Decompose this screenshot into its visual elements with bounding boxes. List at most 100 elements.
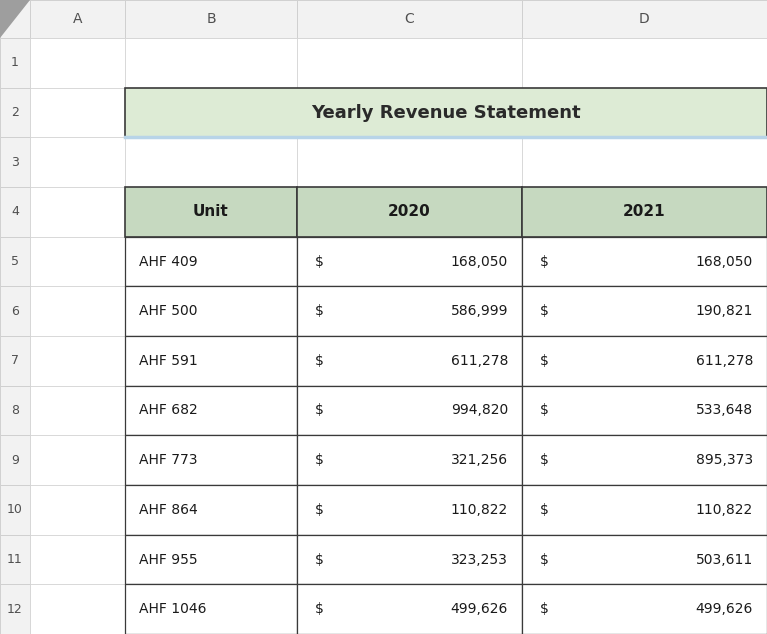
Text: $: $: [540, 602, 549, 616]
Bar: [297, 385, 522, 436]
Bar: [125, 0, 297, 38]
Text: $: $: [315, 354, 324, 368]
Bar: [125, 485, 297, 534]
Text: $: $: [540, 453, 549, 467]
Text: 994,820: 994,820: [451, 403, 508, 418]
Bar: [297, 336, 522, 385]
Bar: [297, 87, 522, 138]
Bar: [297, 485, 522, 534]
Bar: [297, 287, 522, 336]
Bar: [125, 138, 297, 187]
Text: $: $: [540, 403, 549, 418]
Bar: [125, 236, 297, 287]
Bar: [522, 534, 767, 585]
Text: 11: 11: [7, 553, 23, 566]
Bar: [522, 38, 767, 87]
Text: 2020: 2020: [388, 204, 431, 219]
Bar: [30, 336, 125, 385]
Bar: [522, 436, 767, 485]
Text: 6: 6: [11, 305, 19, 318]
Bar: [522, 485, 767, 534]
Bar: [0, 0, 30, 38]
Bar: [297, 187, 522, 236]
Bar: [0, 38, 30, 87]
Text: 168,050: 168,050: [451, 254, 508, 269]
Bar: [30, 0, 125, 38]
Bar: [522, 187, 767, 236]
Text: $: $: [315, 254, 324, 269]
Text: AHF 864: AHF 864: [139, 503, 198, 517]
Text: 611,278: 611,278: [696, 354, 753, 368]
Bar: [125, 385, 297, 436]
Bar: [0, 436, 30, 485]
Bar: [30, 187, 125, 236]
Text: $: $: [315, 453, 324, 467]
Bar: [30, 138, 125, 187]
Text: AHF 773: AHF 773: [139, 453, 197, 467]
Bar: [522, 534, 767, 585]
Text: 110,822: 110,822: [696, 503, 753, 517]
Bar: [522, 0, 767, 38]
Bar: [30, 385, 125, 436]
Text: 503,611: 503,611: [696, 552, 753, 567]
Bar: [125, 436, 297, 485]
Text: $: $: [315, 304, 324, 318]
Bar: [30, 87, 125, 138]
Bar: [30, 534, 125, 585]
Bar: [0, 585, 30, 634]
Text: 321,256: 321,256: [451, 453, 508, 467]
Bar: [522, 236, 767, 287]
Text: $: $: [315, 503, 324, 517]
Text: A: A: [73, 12, 82, 26]
Bar: [0, 385, 30, 436]
Bar: [0, 485, 30, 534]
Text: $: $: [540, 354, 549, 368]
Bar: [125, 87, 297, 138]
Bar: [522, 187, 767, 236]
Text: AHF 1046: AHF 1046: [139, 602, 206, 616]
Bar: [522, 287, 767, 336]
Text: D: D: [639, 12, 650, 26]
Text: $: $: [540, 304, 549, 318]
Text: AHF 955: AHF 955: [139, 552, 198, 567]
Text: 168,050: 168,050: [696, 254, 753, 269]
Bar: [0, 336, 30, 385]
Bar: [522, 585, 767, 634]
Bar: [125, 287, 297, 336]
Text: 110,822: 110,822: [451, 503, 508, 517]
Text: 895,373: 895,373: [696, 453, 753, 467]
Bar: [125, 38, 297, 87]
Bar: [522, 138, 767, 187]
Text: $: $: [315, 602, 324, 616]
Text: 5: 5: [11, 255, 19, 268]
Text: AHF 682: AHF 682: [139, 403, 198, 418]
Bar: [0, 534, 30, 585]
Text: 499,626: 499,626: [451, 602, 508, 616]
Bar: [522, 287, 767, 336]
Text: $: $: [315, 403, 324, 418]
Bar: [522, 385, 767, 436]
Bar: [297, 585, 522, 634]
Bar: [297, 0, 522, 38]
Bar: [125, 287, 297, 336]
Text: 2: 2: [11, 106, 19, 119]
Text: 2021: 2021: [623, 204, 666, 219]
Bar: [297, 236, 522, 287]
Text: 4: 4: [11, 205, 19, 218]
Text: 9: 9: [11, 454, 19, 467]
Bar: [297, 336, 522, 385]
Bar: [125, 485, 297, 534]
Bar: [125, 87, 767, 138]
Bar: [297, 436, 522, 485]
Bar: [0, 87, 30, 138]
Text: $: $: [540, 503, 549, 517]
Bar: [297, 187, 522, 236]
Text: 323,253: 323,253: [451, 552, 508, 567]
Bar: [125, 585, 297, 634]
Text: Yearly Revenue Statement: Yearly Revenue Statement: [311, 103, 581, 122]
Text: 12: 12: [7, 603, 23, 616]
Bar: [125, 236, 297, 287]
Bar: [125, 436, 297, 485]
Text: $: $: [315, 552, 324, 567]
Bar: [522, 436, 767, 485]
